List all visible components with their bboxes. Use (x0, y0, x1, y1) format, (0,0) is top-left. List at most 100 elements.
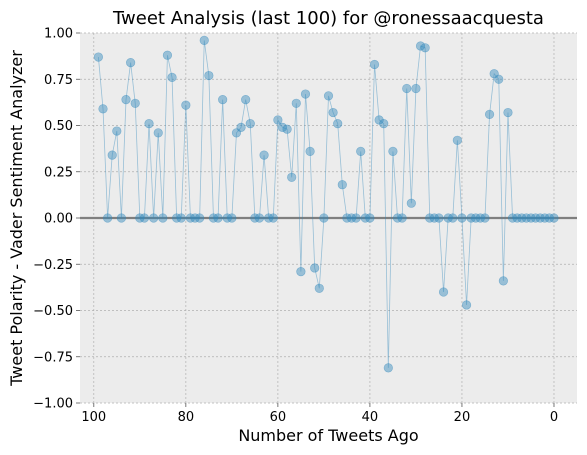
data-point (429, 213, 439, 223)
data-point (259, 150, 269, 160)
y-tick-label: 0.75 (44, 73, 73, 88)
y-axis-label: Tweet Polarity - Vader Sentiment Analyze… (7, 50, 26, 387)
x-tick-labels: 100 80 60 40 20 0 (81, 403, 558, 425)
data-point (139, 213, 150, 223)
x-tick-label: 20 (454, 410, 471, 425)
data-point (466, 213, 476, 223)
x-tick-label: 80 (178, 410, 195, 425)
data-point (287, 172, 297, 182)
data-point (484, 109, 495, 119)
data-point (273, 115, 283, 125)
y-tick-label: 0.00 (44, 212, 73, 227)
data-point (392, 213, 403, 223)
data-point (103, 213, 113, 223)
data-point (231, 128, 242, 138)
data-point (351, 213, 361, 223)
data-point (406, 198, 416, 208)
data-point (199, 35, 209, 46)
x-axis-label: Number of Tweets Ago (238, 426, 418, 445)
data-point (480, 213, 490, 223)
data-point (241, 94, 251, 105)
data-point (379, 119, 389, 129)
x-tick-label: 60 (270, 410, 287, 425)
data-point (310, 263, 320, 273)
data-point (162, 50, 173, 60)
data-point (411, 83, 421, 94)
data-point (388, 146, 398, 156)
data-point (116, 213, 127, 223)
data-point (512, 213, 522, 223)
data-point (369, 59, 380, 70)
data-point (282, 124, 292, 134)
data-point (346, 213, 357, 223)
data-point (443, 213, 453, 223)
data-point (250, 213, 260, 223)
y-tick-labels: 1.00 0.75 0.50 0.25 0.00 −0.25 −0.50 −0.75 −1.00 (33, 27, 80, 412)
data-point (149, 213, 159, 223)
x-tick-label: 0 (550, 410, 558, 425)
data-point (434, 213, 444, 223)
data-point (475, 213, 485, 223)
data-point (213, 213, 223, 223)
data-point (461, 300, 472, 310)
data-point (158, 213, 168, 223)
data-point (291, 98, 301, 108)
data-point (494, 74, 504, 84)
data-point (227, 213, 237, 223)
data-point (328, 107, 338, 118)
data-point (544, 213, 554, 223)
data-point (507, 213, 518, 223)
data-point (526, 213, 536, 223)
data-point (130, 98, 140, 108)
data-point (383, 363, 393, 373)
data-point (135, 213, 145, 223)
data-point (397, 213, 407, 223)
y-tick-label: −0.50 (33, 304, 73, 319)
data-point (314, 283, 324, 293)
data-point (296, 267, 306, 277)
data-point (360, 213, 370, 223)
y-tick-label: 1.00 (44, 27, 73, 42)
data-point (535, 213, 545, 223)
data-point (365, 213, 375, 223)
data-point (457, 213, 467, 223)
data-point (452, 135, 462, 145)
data-point (264, 213, 274, 223)
data-point (498, 276, 508, 286)
data-point (342, 213, 352, 223)
y-tick-label: 0.50 (44, 119, 73, 134)
data-point (471, 213, 481, 223)
data-point (144, 119, 154, 129)
data-point (415, 41, 426, 51)
data-point (112, 126, 122, 136)
data-point (236, 122, 246, 132)
data-point (402, 83, 412, 94)
data-point (126, 57, 136, 68)
data-point (181, 100, 191, 110)
data-point (277, 122, 288, 132)
data-point (300, 89, 311, 99)
data-point (438, 287, 449, 297)
x-tick-label: 40 (362, 410, 379, 425)
data-point (420, 43, 430, 53)
data-point (521, 213, 531, 223)
data-point (222, 213, 232, 223)
x-tick-label: 100 (81, 410, 106, 425)
data-point (549, 213, 559, 223)
data-point (190, 213, 200, 223)
data-point (305, 146, 315, 156)
chart-title: Tweet Analysis (last 100) for @ronessaac… (112, 8, 544, 29)
data-point (333, 119, 343, 129)
data-point (254, 213, 265, 223)
data-point (540, 213, 550, 223)
data-point (204, 70, 214, 81)
data-point (93, 52, 104, 62)
data-point (121, 94, 131, 105)
data-point (448, 213, 458, 223)
data-point (319, 213, 329, 223)
y-tick-label: −1.00 (33, 397, 73, 412)
data-point (517, 213, 527, 223)
data-point (176, 213, 186, 223)
data-point (268, 213, 278, 223)
